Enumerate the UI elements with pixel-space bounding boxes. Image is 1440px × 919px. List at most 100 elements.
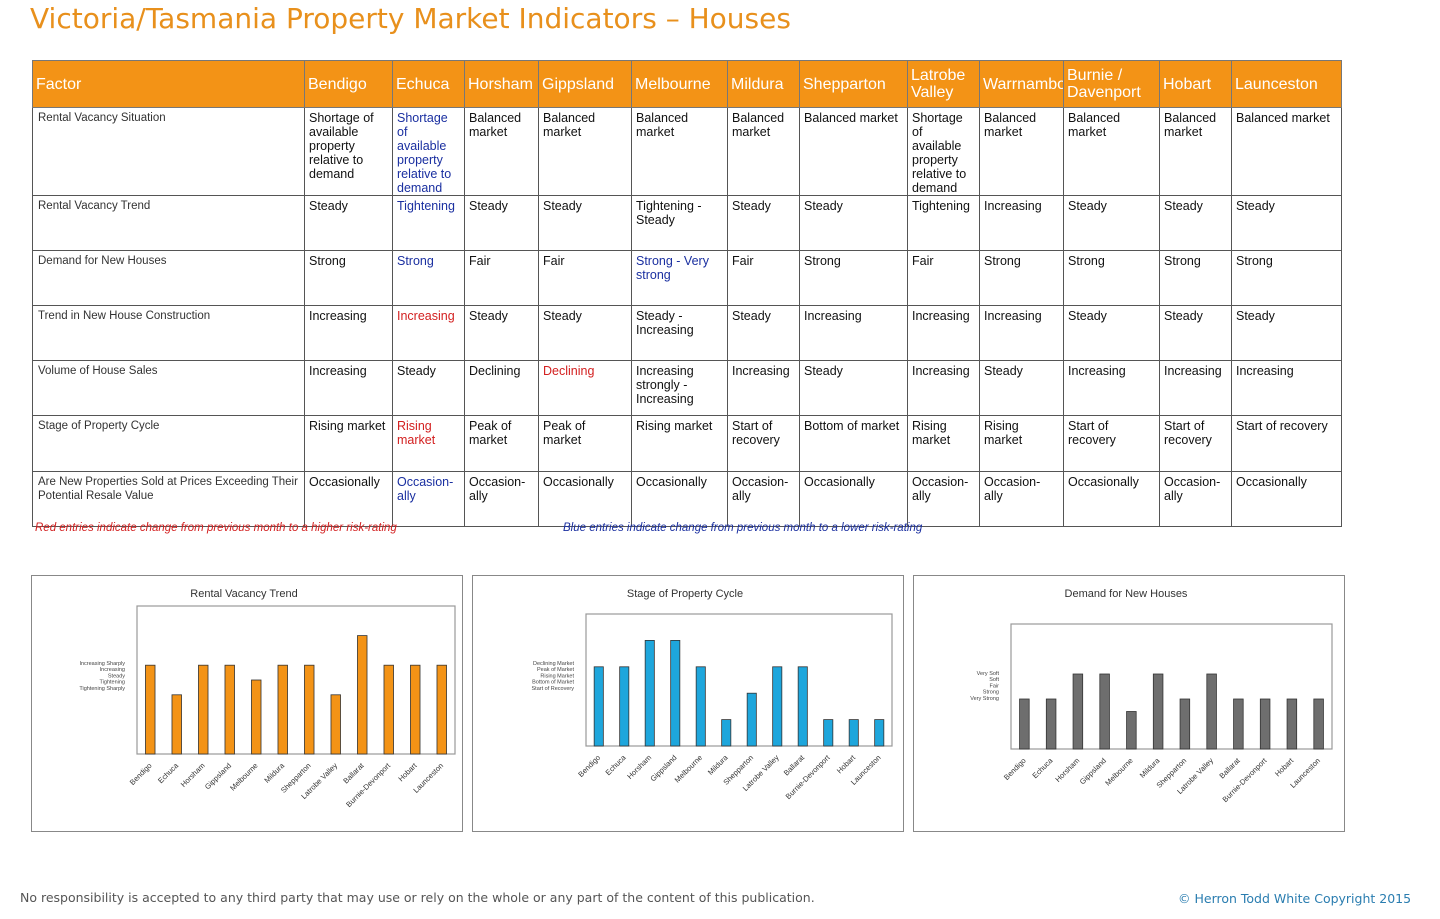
bar-hobart — [1286, 698, 1298, 750]
table-cell: Increasing — [799, 305, 908, 361]
header-cell: Bendigo — [304, 60, 393, 108]
table-body: Rental Vacancy Situation Shortage of avai… — [32, 107, 1342, 527]
table-cell: Peak of market — [464, 415, 539, 472]
table-cell: Start of recovery — [1063, 415, 1160, 472]
x-tick-label: Hobart — [1273, 755, 1296, 778]
table-cell: Occasionally — [1063, 471, 1160, 527]
bar-gippsland — [670, 640, 681, 747]
table-cell: Steady — [727, 195, 800, 251]
factor-cell: Trend in New House Construction — [32, 305, 305, 361]
y-level-label: Increasing Sharply — [79, 661, 125, 667]
bar-gippsland — [1099, 673, 1110, 750]
table-cell: Peak of market — [538, 415, 632, 472]
x-tick-label: Echuca — [604, 752, 629, 777]
factor-cell: Rental Vacancy Situation — [32, 107, 305, 196]
table-cell: Increasing — [979, 305, 1064, 361]
plot-area — [1010, 623, 1333, 750]
x-tick-label: Bendigo — [128, 761, 154, 787]
factor-cell: Stage of Property Cycle — [32, 415, 305, 472]
table-row: Stage of Property Cycle Rising market Risi… — [32, 415, 1342, 472]
table-cell: Start of recovery — [1231, 415, 1342, 472]
table-cell: Increasing — [1231, 360, 1342, 416]
bar-gippsland — [224, 664, 235, 755]
demand-for-new-houses-chart: Demand for New Houses Very SoftSoftFairSt… — [970, 588, 1333, 804]
bar-hobart — [848, 719, 859, 747]
demand-chart-panel: Demand for New Houses Very Soft Soft Fair St… — [913, 575, 1345, 832]
table-cell: Balanced market — [799, 107, 908, 196]
bar-launceston — [874, 719, 885, 747]
x-tick-label: Ballarat — [341, 760, 366, 785]
table-cell: Shortage of available property relative … — [304, 107, 393, 196]
x-tick-label: Burnie-Devonport — [784, 752, 833, 801]
table-cell: Steady — [1159, 195, 1232, 251]
table-row: Demand for New Houses Strong Strong Fair Fai… — [32, 250, 1342, 306]
bar-burnie-devonport — [383, 664, 394, 755]
header-cell: Gippsland — [538, 60, 632, 108]
x-tick-label: Hobart — [396, 760, 419, 783]
bar-melbourne — [251, 679, 262, 755]
bar-latrobe-valley — [772, 666, 783, 747]
table-cell: Occasionally — [631, 471, 728, 527]
table-cell: Steady - Increasing — [631, 305, 728, 361]
bar-ballarat — [357, 635, 368, 755]
x-tick-label: Hobart — [835, 752, 858, 775]
table-cell: Balanced market — [464, 107, 539, 196]
bar-echuca — [1045, 698, 1057, 750]
table-cell: Steady — [1063, 195, 1160, 251]
header-cell: Horsham — [464, 60, 539, 108]
bar-shepparton — [304, 664, 315, 755]
table-cell: Start of recovery — [1159, 415, 1232, 472]
table-cell: Balanced market — [631, 107, 728, 196]
bar-echuca — [171, 694, 182, 755]
bar-melbourne — [1126, 711, 1137, 750]
table-cell: Shortage of available property relative … — [392, 107, 465, 196]
table-cell: Increasing — [979, 195, 1064, 251]
table-cell: Occasion-ally — [727, 471, 800, 527]
table-cell: Rising market — [631, 415, 728, 472]
header-cell: Melbourne — [631, 60, 728, 108]
table-cell: Balanced market — [1231, 107, 1342, 196]
factor-cell: Are New Properties Sold at Prices Exceed… — [32, 471, 305, 527]
table-cell: Strong — [799, 250, 908, 306]
x-tick-label: Echuca — [1030, 755, 1055, 780]
bar-bendigo — [145, 664, 156, 755]
x-tick-label: Mildura — [1138, 755, 1162, 779]
table-cell: Declining — [538, 360, 632, 416]
bar-horsham — [1072, 673, 1084, 750]
x-tick-label: Melbourne — [673, 753, 704, 784]
header-cell: Latrobe Valley — [907, 60, 980, 108]
table-row: Volume of House Sales Increasing Steady Dec… — [32, 360, 1342, 416]
table-cell: Strong — [1159, 250, 1232, 306]
y-level-label: Strong — [983, 690, 999, 696]
y-level-label: Very Soft — [977, 671, 1000, 677]
y-level-label: Tightening — [100, 680, 125, 686]
bar-melbourne — [695, 666, 706, 747]
bar-latrobe-valley — [330, 694, 341, 755]
table-cell: Occasionally — [1231, 471, 1342, 527]
table-cell: Increasing — [907, 305, 980, 361]
table-cell: Increasing strongly - Increasing — [631, 360, 728, 416]
x-tick-label: Echuca — [156, 760, 181, 785]
table-cell: Tightening — [392, 195, 465, 251]
table-cell: Increasing — [304, 360, 393, 416]
factor-cell: Rental Vacancy Trend — [32, 195, 305, 251]
table-row: Rental Vacancy Situation Shortage of avai… — [32, 107, 1342, 196]
rental-vacancy-trend-chart: Rental Vacancy Trend Increasing SharplyIn… — [79, 588, 456, 809]
indicators-table: Factor Bendigo Echuca Horsham Gippsland … — [32, 60, 1342, 527]
x-tick-label: Mildura — [706, 752, 730, 776]
table-cell: Rising market — [979, 415, 1064, 472]
plot-area — [585, 613, 893, 747]
bar-bendigo — [593, 666, 604, 747]
factor-cell: Volume of House Sales — [32, 360, 305, 416]
y-level-label: Very Strong — [970, 696, 999, 702]
table-cell: Strong — [304, 250, 393, 306]
table-cell: Rising market — [907, 415, 980, 472]
bar-hobart — [410, 664, 421, 755]
plot-area — [136, 605, 456, 755]
table-cell: Occasion-ally — [907, 471, 980, 527]
table-cell: Tightening - Steady — [631, 195, 728, 251]
table-row: Rental Vacancy Trend Steady Tightening Stea… — [32, 195, 1342, 251]
bar-ballarat — [797, 666, 808, 747]
table-cell: Increasing — [1159, 360, 1232, 416]
header-cell: Launceston — [1231, 60, 1342, 108]
